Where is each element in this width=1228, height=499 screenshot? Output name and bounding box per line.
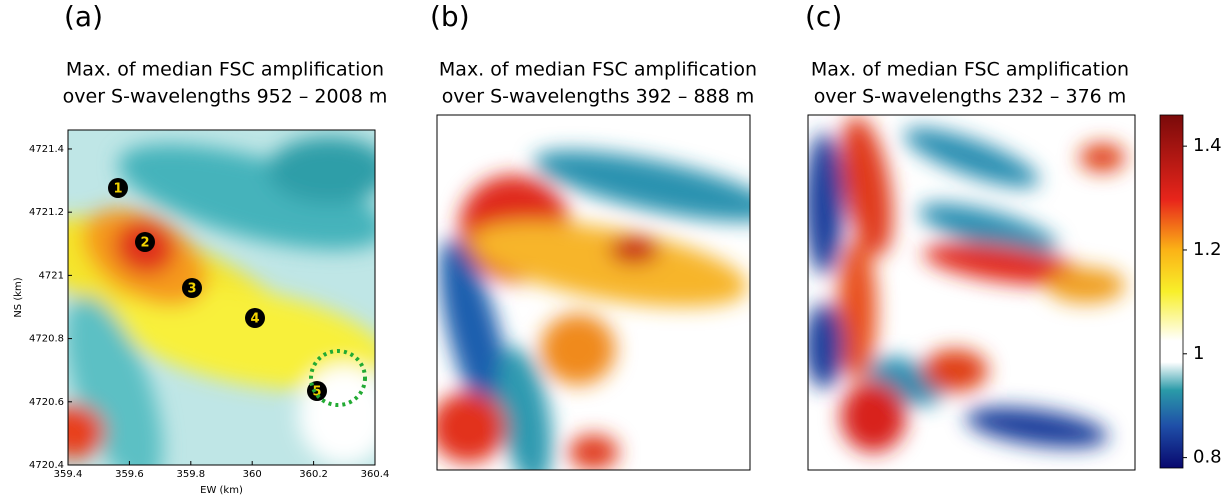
field-blob (965, 407, 1109, 448)
site-label: 1 (113, 182, 122, 197)
field-blob (918, 203, 1058, 254)
panel-title: over S-wavelengths 232 – 376 m (814, 86, 1127, 108)
field-blob (115, 285, 375, 390)
colorbar-tick-label: 1.4 (1193, 135, 1222, 156)
field-blob (922, 349, 988, 392)
site-marker (135, 232, 155, 252)
panel-title: over S-wavelengths 392 – 888 m (442, 86, 755, 108)
field-blob (840, 381, 907, 453)
y-tick-label: 4721 (39, 270, 64, 281)
field-blob (118, 144, 375, 250)
colorbar-tick-label: 0.8 (1193, 447, 1222, 468)
panel-title: over S-wavelengths 952 – 2008 m (63, 86, 388, 108)
panel-label: (b) (430, 0, 470, 33)
x-tick-label: 359.8 (176, 469, 205, 480)
heatmap-field (808, 115, 1126, 453)
field-blob (267, 136, 375, 204)
field-blob (568, 434, 619, 470)
y-tick-label: 4721.2 (29, 207, 64, 218)
field-blob (808, 132, 844, 275)
panel-title: Max. of median FSC amplification (439, 59, 757, 81)
site-label: 4 (250, 312, 259, 327)
highlight-circle (309, 349, 367, 407)
y-tick-label: 4721.4 (29, 144, 64, 155)
plot-frame (436, 114, 751, 471)
field-blob (437, 391, 506, 463)
colorbar-tick-label: 1 (1193, 343, 1204, 364)
panel-label: (a) (64, 0, 103, 33)
plot-frame (807, 114, 1136, 471)
x-tick-label: 359.4 (54, 469, 83, 480)
figure-layer: (a) Max. of median FSC amplification over … (13, 0, 1222, 496)
y-axis-label: NS (km) (13, 277, 24, 317)
panel-title: Max. of median FSC amplification (66, 59, 384, 81)
plot-frame (67, 129, 376, 466)
field-blob (808, 303, 844, 389)
x-tick-label: 360.2 (299, 469, 328, 480)
field-blob (470, 221, 748, 307)
y-tick-label: 4720.4 (29, 460, 64, 471)
colorbar (1159, 114, 1184, 469)
field-blob (841, 115, 893, 257)
field-blob (533, 150, 750, 222)
heatmap (808, 115, 1135, 470)
x-tick-label: 360 (243, 469, 262, 480)
site-label: 5 (312, 385, 321, 400)
y-tick-label: 4720.8 (29, 334, 64, 345)
site-marker (108, 178, 128, 198)
field-blob (68, 404, 105, 459)
x-tick-label: 360.4 (361, 469, 390, 480)
heatmap (68, 130, 375, 465)
site-marker (182, 278, 202, 298)
site-label: 3 (187, 282, 196, 297)
panel-label: (c) (805, 0, 842, 33)
field-blob (298, 364, 375, 465)
colorbar-tick-label: 1.2 (1193, 239, 1222, 260)
heatmap (437, 115, 750, 470)
panel-title: Max. of median FSC amplification (811, 59, 1129, 81)
heatmap-field (437, 150, 750, 470)
site-marker (307, 381, 327, 401)
field-blob (497, 346, 553, 470)
field-blob (903, 127, 1040, 188)
site-label: 2 (140, 236, 149, 251)
y-tick-label: 4720.6 (29, 397, 64, 408)
field-blob (923, 243, 1086, 286)
site-marker (245, 308, 265, 328)
field-blob (68, 296, 163, 465)
field-blob (439, 238, 510, 432)
field-blob (837, 239, 877, 382)
field-blob (609, 235, 660, 265)
field-blob (1079, 143, 1126, 172)
x-axis-label: EW (km) (200, 485, 243, 496)
x-tick-label: 359.6 (115, 469, 144, 480)
field-blob (1046, 267, 1126, 304)
field-blob (540, 313, 616, 385)
